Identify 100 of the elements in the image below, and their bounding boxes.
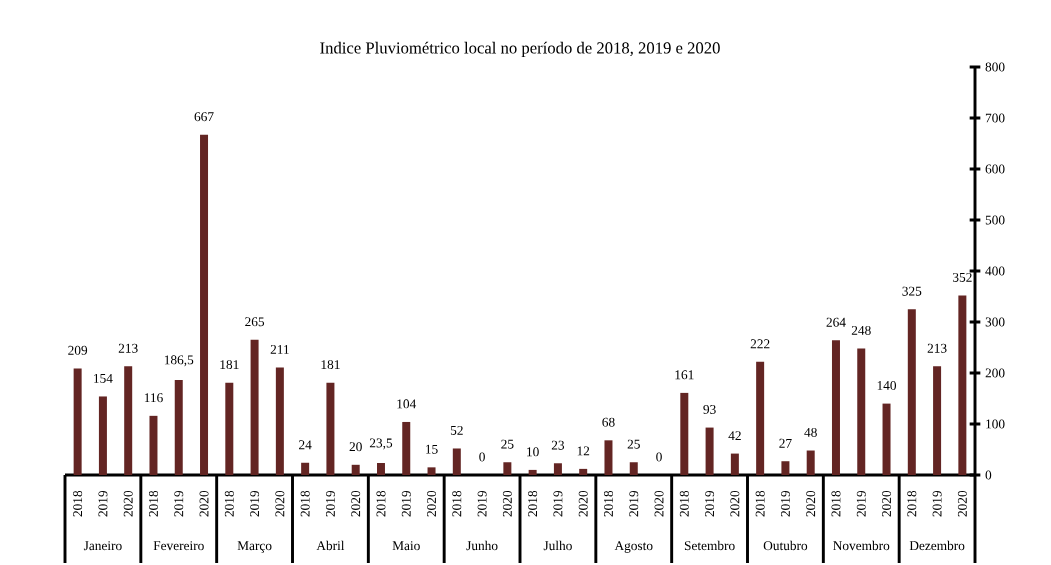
x-tick-label: 2020 [806, 490, 816, 517]
y-tick-label: 700 [985, 113, 1005, 123]
bar [503, 462, 512, 475]
x-tick-label: 2018 [148, 490, 158, 517]
y-tick-label: 0 [985, 470, 992, 480]
x-tick-label: 2019 [325, 490, 335, 517]
text: Novembro [833, 540, 890, 551]
text: Dezembro [909, 540, 965, 551]
data-label: 265 [245, 317, 265, 327]
text: Setembro [684, 540, 735, 551]
data-label: 116 [144, 393, 163, 403]
x-tick-label: 2019 [250, 490, 260, 517]
bar [200, 134, 209, 475]
bar [250, 339, 259, 475]
bar [275, 367, 284, 475]
x-tick-label: 2018 [528, 490, 538, 517]
bar [882, 403, 891, 475]
bar [376, 463, 385, 475]
bar [124, 366, 133, 475]
data-label: 667 [194, 112, 214, 122]
x-tick-label: 2019 [174, 490, 184, 517]
x-tick-label: 2020 [199, 490, 209, 517]
bar [528, 469, 537, 475]
x-tick-label: 2018 [300, 490, 310, 517]
text: Fevereiro [153, 541, 204, 551]
x-tick-label: 2019 [553, 490, 563, 517]
data-label: 211 [270, 344, 289, 354]
data-label: 209 [68, 345, 88, 355]
bar [933, 366, 942, 475]
data-label: 10 [527, 447, 539, 457]
x-tick-label: 2019 [477, 490, 487, 517]
data-label: 12 [577, 446, 590, 456]
data-label: 0 [479, 452, 485, 462]
x-tick-label: 2019 [856, 490, 866, 517]
bar [958, 295, 967, 475]
bar [326, 382, 335, 475]
data-label: 93 [703, 405, 716, 414]
x-tick-label: 2019 [401, 490, 411, 517]
data-label: 25 [501, 439, 514, 449]
bar [604, 440, 613, 475]
x-tick-label: 2020 [351, 490, 361, 517]
text: Janeiro [83, 541, 122, 551]
data-label: 264 [826, 317, 846, 327]
y-tick-label: 300 [985, 317, 1005, 327]
text: Junho [466, 540, 498, 551]
y-tick-label: 200 [985, 368, 1005, 378]
data-label: 213 [927, 343, 947, 353]
bar [831, 340, 840, 475]
bar [806, 450, 815, 475]
text: Maio [392, 541, 420, 551]
bar [781, 461, 790, 475]
data-label: 15 [426, 444, 438, 454]
bar [857, 348, 866, 475]
data-label: 68 [602, 417, 615, 427]
text: Outubro [763, 540, 808, 551]
data-label: 248 [851, 325, 871, 335]
data-label: 181 [220, 360, 239, 370]
bar [427, 467, 436, 475]
bar [907, 309, 916, 475]
data-label: 23,5 [369, 438, 393, 450]
x-tick-label: 2020 [578, 490, 588, 517]
bar [351, 464, 360, 475]
bar [73, 368, 82, 475]
x-tick-label: 2019 [705, 490, 715, 517]
x-tick-label: 2018 [679, 490, 689, 517]
bar [452, 448, 461, 475]
x-tick-label: 2018 [907, 490, 917, 517]
x-tick-label: 2019 [629, 490, 639, 517]
bar [174, 379, 183, 475]
data-label: 186,5 [164, 355, 194, 367]
x-tick-label: 2020 [123, 490, 133, 517]
x-tick-label: 2018 [603, 490, 613, 517]
x-tick-label: 2020 [275, 490, 285, 517]
x-tick-label: 2018 [831, 490, 841, 517]
x-tick-label: 2019 [932, 490, 942, 517]
data-label: 181 [321, 360, 340, 370]
data-label: 24 [299, 440, 312, 450]
bar [301, 462, 310, 475]
data-label: 48 [804, 427, 817, 437]
data-label: 0 [656, 452, 662, 462]
x-tick-label: 2020 [730, 490, 740, 517]
x-tick-label: 2018 [452, 490, 462, 517]
bar [553, 463, 562, 475]
y-tick-label: 400 [985, 266, 1005, 276]
data-label: 27 [779, 438, 792, 448]
data-label: 104 [397, 399, 417, 409]
x-tick-label: 2018 [376, 490, 386, 517]
bar [705, 427, 714, 475]
bar [149, 415, 158, 475]
data-label: 52 [450, 425, 463, 435]
x-tick-label: 2020 [957, 490, 967, 517]
x-tick-label: 2018 [73, 490, 83, 517]
y-tick-label: 800 [985, 62, 1005, 72]
data-label: 161 [675, 370, 694, 380]
bar [629, 462, 638, 475]
data-label: 20 [349, 442, 362, 452]
bar [756, 361, 765, 475]
data-label: 325 [902, 286, 922, 296]
bar [730, 453, 739, 475]
bar [579, 468, 588, 475]
